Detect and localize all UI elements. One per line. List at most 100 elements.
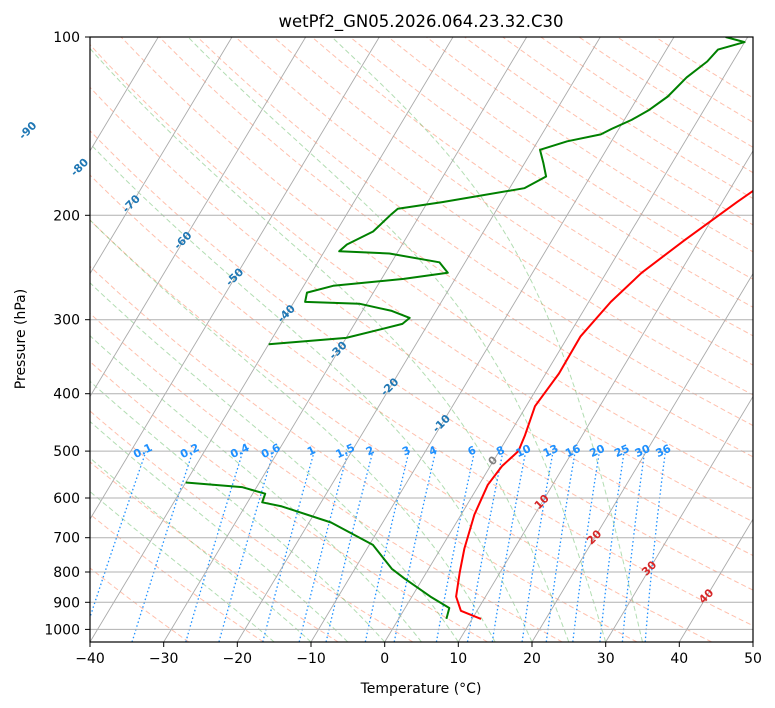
y-tick-label: 100 — [53, 30, 80, 46]
dry-adiabat — [90, 410, 414, 642]
dry-adiabat — [426, 37, 753, 253]
dry-adiabat — [387, 37, 753, 280]
x-axis-ticks: −40 −30 −20 −10 0 10 20 30 40 50 — [75, 642, 762, 667]
y-tick-label: 700 — [53, 531, 80, 547]
dry-adiabat — [90, 265, 638, 642]
mixing-ratio-line — [621, 451, 646, 642]
x-tick-label: 40 — [670, 651, 688, 667]
moist-adiabat — [331, 37, 643, 642]
mixing-ratio-line — [298, 450, 349, 642]
mixing-ratio-line — [572, 450, 601, 642]
y-axis-ticks: 1000 900 800 700 600 500 400 300 200 100 — [44, 30, 90, 638]
dry-adiabat — [616, 37, 753, 123]
isotherm-label: -70 — [120, 192, 143, 215]
dry-adiabat — [540, 37, 753, 174]
mixing-ratio-label: 1.5 — [334, 441, 357, 461]
x-tick-label: −40 — [75, 651, 105, 667]
y-axis-label: Pressure (hPa) — [13, 289, 29, 389]
mixing-ratio-line — [599, 450, 625, 642]
isotherm-label: -20 — [378, 375, 401, 398]
moist-adiabat — [90, 282, 459, 642]
mixing-ratio-label: 0.6 — [259, 441, 282, 461]
mixing-ratio-line — [218, 450, 275, 642]
mixing-ratio-label: 0.2 — [178, 441, 201, 461]
skewed-isotherm — [90, 37, 159, 152]
isotherm-label: 40 — [696, 586, 716, 606]
mixing-ratio-line — [262, 450, 315, 642]
dry-adiabat — [158, 37, 753, 458]
dry-adiabat — [197, 37, 753, 427]
dewpoint-line — [268, 37, 746, 346]
x-tick-label: −10 — [296, 651, 326, 667]
background-reference-lines — [0, 37, 753, 642]
dry-adiabat — [120, 37, 753, 490]
mixing-ratio-line — [364, 450, 410, 642]
mixing-ratio-line — [545, 450, 576, 642]
dry-adiabat — [90, 130, 753, 591]
moist-adiabat — [90, 457, 312, 642]
isotherm-label: -50 — [223, 265, 246, 288]
y-tick-label: 600 — [53, 491, 80, 507]
y-tick-label: 800 — [53, 565, 80, 581]
dry-adiabat — [655, 37, 753, 99]
mixing-ratio-line — [131, 450, 194, 642]
skewed-isotherm — [90, 37, 233, 275]
y-tick-label: 400 — [53, 387, 80, 403]
mixing-ratio-label: 30 — [633, 442, 653, 460]
dry-adiabat — [90, 461, 339, 642]
plot-frame — [89, 36, 754, 643]
mixing-ratio-line — [185, 450, 244, 642]
mixing-ratio-label: 25 — [612, 442, 631, 460]
skewed-isotherm — [90, 37, 380, 521]
skewed-isotherm — [90, 37, 307, 398]
skewed-isotherm — [90, 37, 454, 642]
moist-adiabat — [187, 37, 607, 642]
skewed-isotherm — [605, 395, 753, 642]
skewed-isotherm — [457, 149, 753, 642]
mixing-ratio-label: 20 — [588, 442, 608, 460]
skewed-isotherm — [236, 37, 601, 642]
mixing-ratio-line — [521, 450, 554, 642]
x-tick-label: 20 — [523, 651, 541, 667]
skewed-isotherm — [752, 641, 753, 642]
isotherm-label: -40 — [275, 302, 298, 325]
skewed-isotherm — [163, 37, 528, 642]
dry-adiabat — [90, 219, 712, 642]
y-tick-label: 1000 — [44, 622, 80, 638]
isotherm-label: -90 — [16, 119, 39, 142]
series-layer — [185, 37, 753, 620]
y-tick-label: 500 — [53, 444, 80, 460]
x-tick-label: 10 — [449, 651, 467, 667]
isotherm-label: -60 — [171, 229, 194, 252]
moist-adiabat — [90, 335, 422, 642]
skewed-isotherm — [678, 518, 753, 642]
skewed-isotherm — [384, 37, 749, 642]
mixing-ratio-label: 13 — [541, 442, 560, 460]
dewpoint-line — [185, 481, 451, 620]
dry-adiabat — [90, 312, 563, 642]
skewed-isotherm — [0, 37, 11, 642]
y-tick-label: 900 — [53, 595, 80, 611]
mixing-ratio-line — [644, 451, 667, 642]
moist-adiabat — [90, 490, 275, 642]
mixing-ratio-line — [466, 450, 504, 642]
dry-adiabat — [90, 360, 488, 642]
x-tick-label: −30 — [149, 651, 179, 667]
moist-adiabat — [90, 142, 533, 642]
isotherm-label: 30 — [639, 558, 659, 578]
y-tick-label: 200 — [53, 208, 80, 224]
x-tick-label: 0 — [380, 651, 389, 667]
moist-adiabat — [90, 47, 570, 642]
temperature-line — [455, 189, 753, 620]
moist-adiabat — [90, 380, 386, 642]
mixing-ratio-label: 16 — [563, 442, 583, 460]
mixing-ratio-line — [325, 450, 374, 642]
mixing-ratio-line — [393, 450, 437, 642]
x-tick-label: 50 — [744, 651, 762, 667]
mixing-ratio-label: 10 — [514, 442, 534, 460]
dry-adiabat — [311, 37, 753, 337]
dry-adiabat — [90, 86, 753, 557]
dry-adiabat — [273, 37, 753, 366]
x-tick-label: −20 — [223, 651, 253, 667]
